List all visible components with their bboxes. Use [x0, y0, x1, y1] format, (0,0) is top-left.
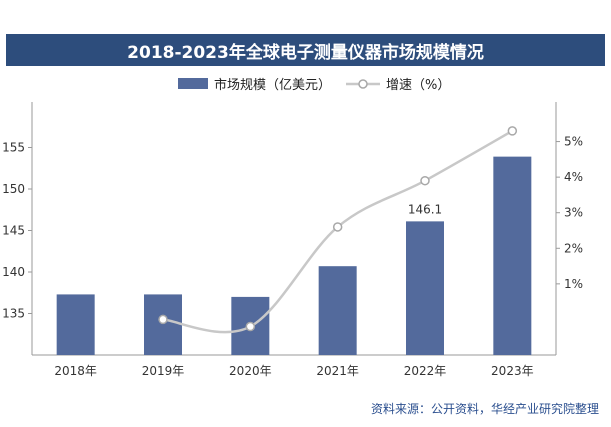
x-tick-label: 2018年 — [54, 364, 97, 378]
data-label: 146.1 — [408, 202, 442, 216]
legend-bar-swatch — [178, 78, 208, 89]
left-tick-label: 155 — [2, 141, 25, 155]
left-tick-label: 145 — [2, 224, 25, 238]
bar-2019年 — [144, 294, 182, 355]
legend-bar-label: 市场规模（亿美元） — [214, 77, 331, 93]
right-tick-label: 3% — [564, 206, 583, 220]
chart-title: 2018-2023年全球电子测量仪器市场规模情况 — [127, 42, 484, 63]
x-tick-label: 2021年 — [316, 364, 359, 378]
growth-point-2019年 — [158, 314, 168, 325]
left-tick-label: 150 — [2, 182, 25, 196]
legend-line-marker — [358, 79, 368, 89]
source-note: 资料来源：公开资料，华经产业研究院整理 — [370, 402, 599, 416]
x-tick-label: 2019年 — [142, 364, 185, 378]
bar-2022年 — [406, 221, 444, 355]
bar-2023年 — [493, 156, 532, 355]
x-tick-label: 2023年 — [491, 364, 534, 378]
right-tick-label: 5% — [564, 135, 583, 149]
right-tick-label: 2% — [564, 241, 583, 255]
bar-2018年 — [56, 294, 95, 355]
growth-point-2023年 — [507, 126, 518, 136]
left-tick-label: 135 — [2, 307, 25, 321]
growth-point-2022年 — [420, 175, 430, 186]
bar-2021年 — [318, 266, 357, 355]
right-tick-label: 4% — [564, 170, 583, 184]
right-tick-label: 1% — [564, 277, 583, 291]
title-bar: 2018-2023年全球电子测量仪器市场规模情况 — [6, 34, 605, 66]
left-tick-label: 140 — [2, 265, 25, 279]
growth-point-2020年 — [245, 321, 256, 332]
growth-point-2021年 — [332, 222, 343, 232]
x-tick-label: 2020年 — [229, 364, 272, 378]
x-tick-label: 2022年 — [404, 364, 447, 378]
legend-line-label: 增速（%） — [386, 78, 450, 93]
